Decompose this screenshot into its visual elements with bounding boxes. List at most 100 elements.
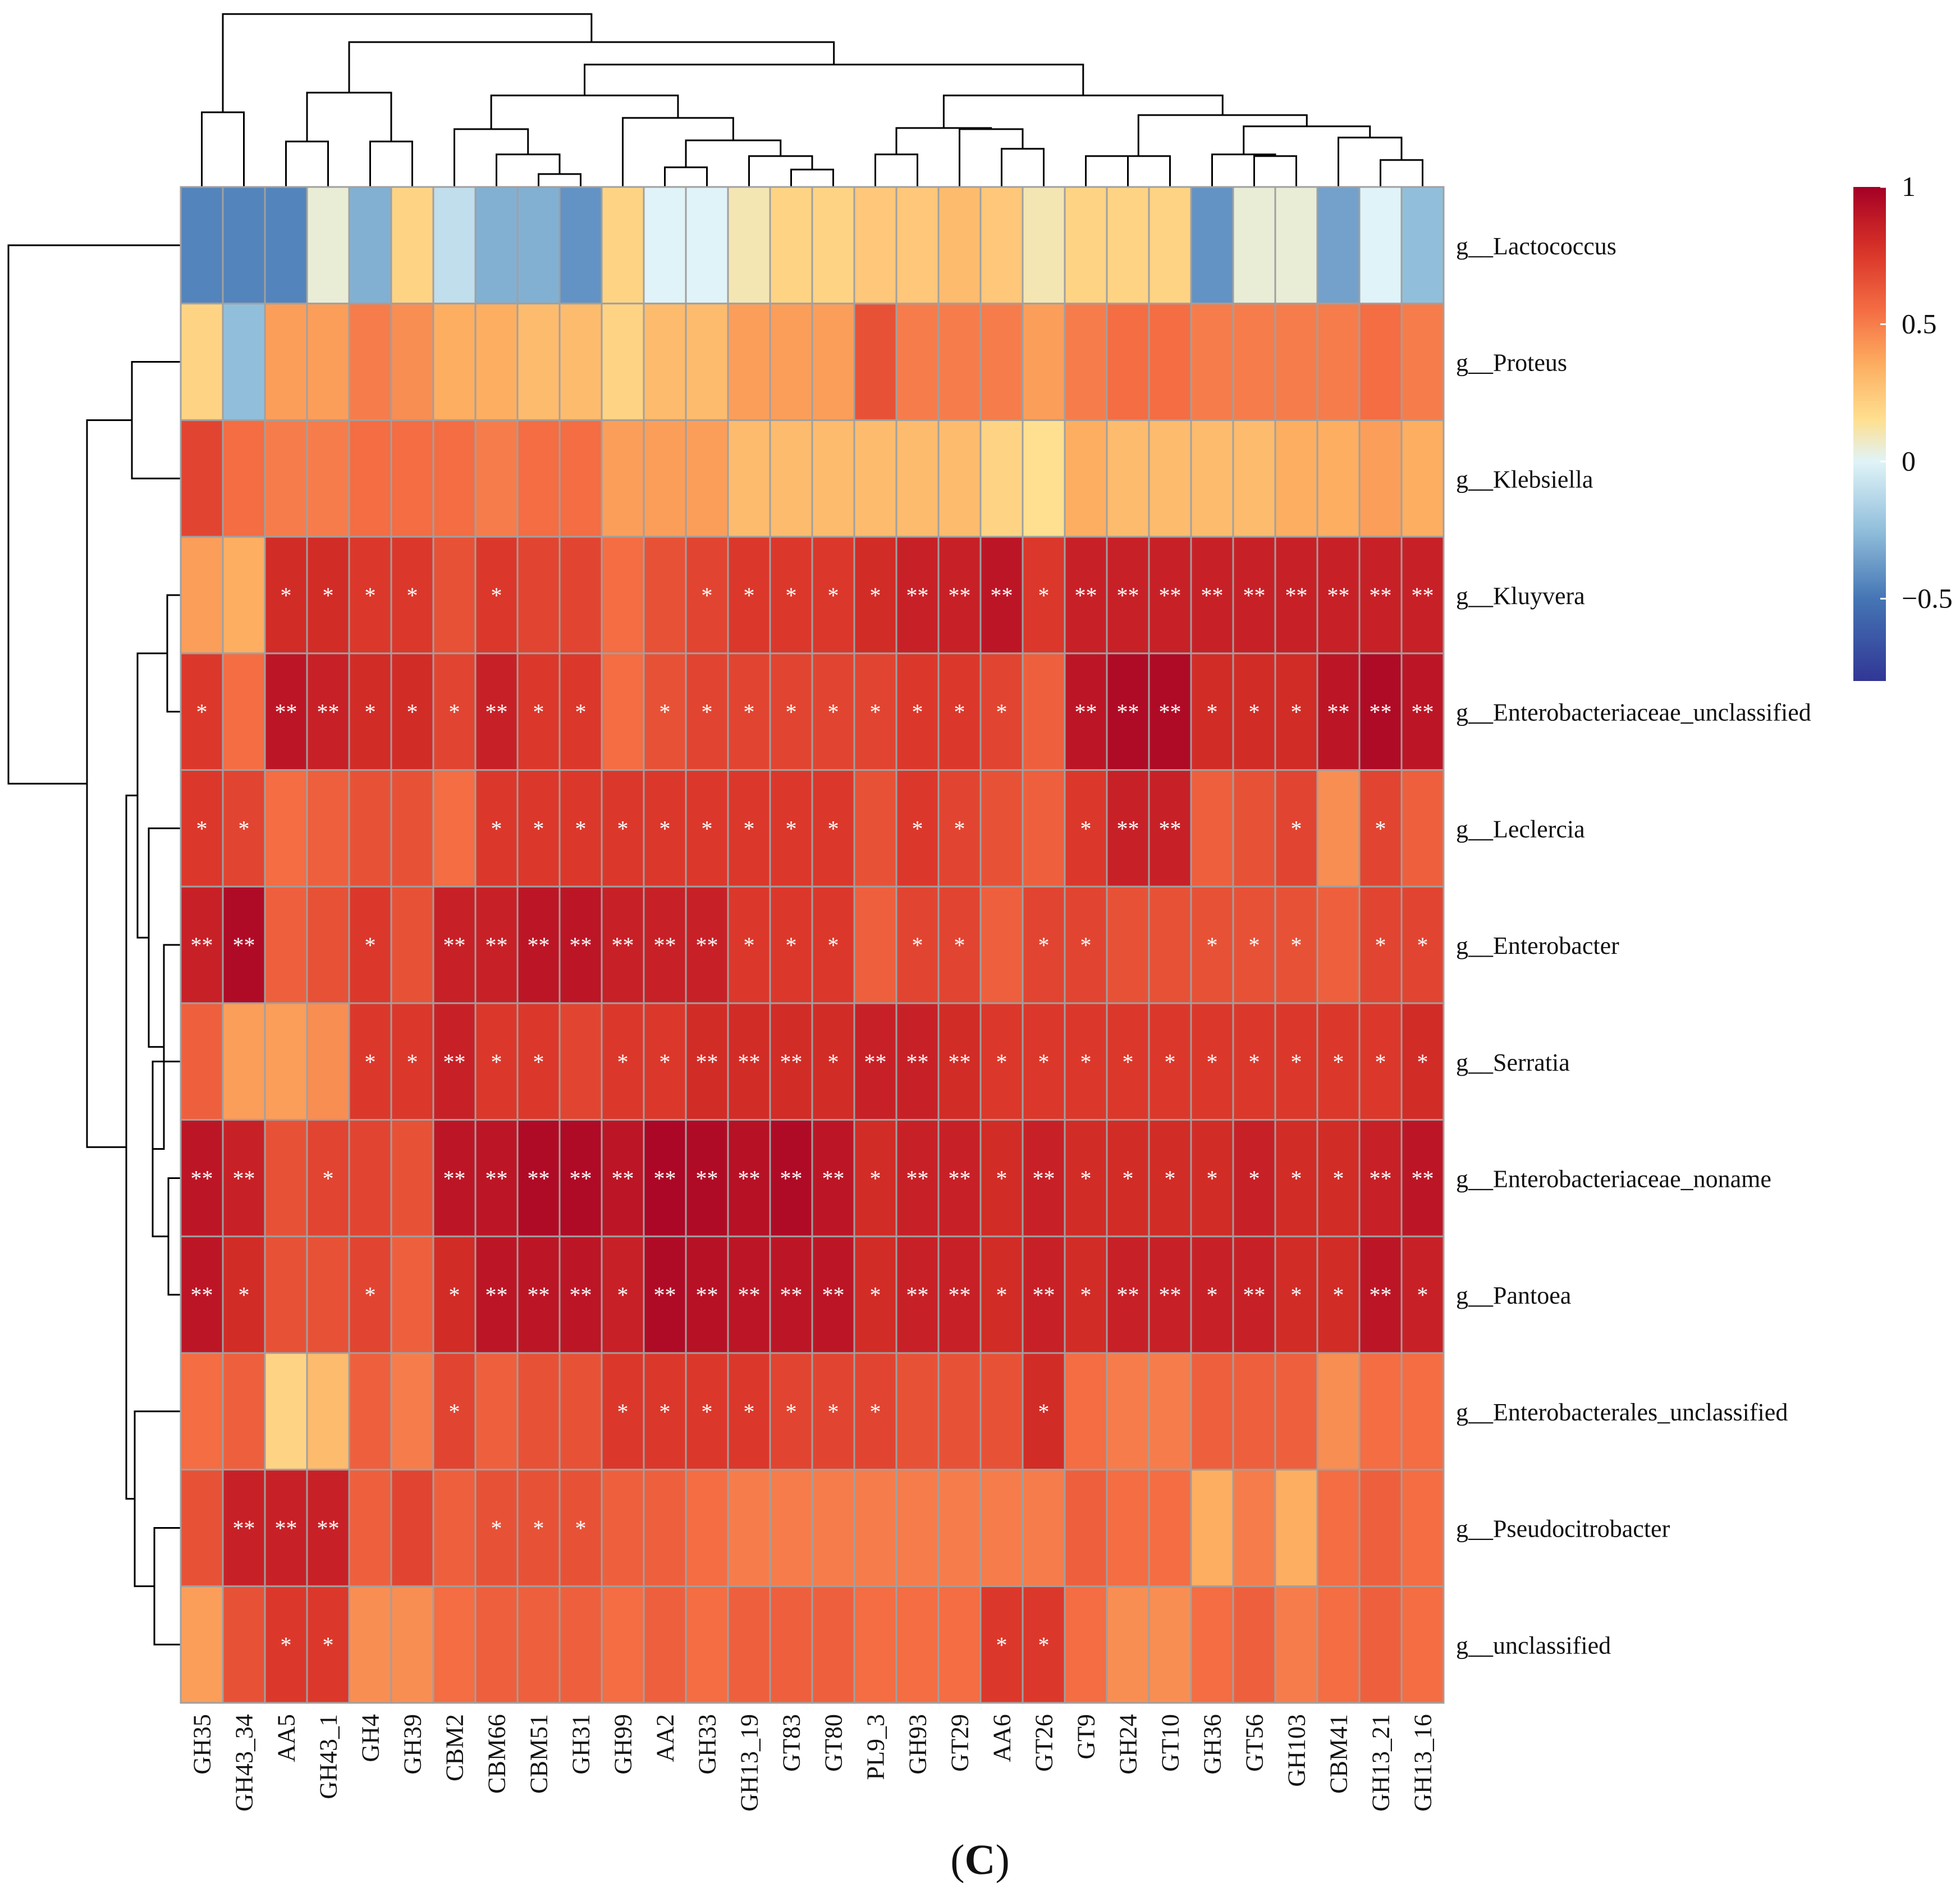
- heatmap-cell-3-2: [264, 536, 308, 655]
- heatmap-cell-7-19: [979, 1002, 1024, 1121]
- significance-mark: *: [1038, 583, 1050, 608]
- heatmap-cell-6-5: [390, 885, 434, 1004]
- heatmap-cell-1-19: [979, 303, 1024, 421]
- column-dendrogram-branch: [664, 166, 708, 187]
- row-dendrogram-branch: [125, 794, 138, 1500]
- significance-mark: **: [949, 1282, 971, 1308]
- significance-mark: *: [1080, 816, 1092, 841]
- heatmap-cell-1-17: [895, 303, 940, 421]
- significance-mark: **: [1412, 583, 1434, 608]
- heatmap-cell-7-27: [1316, 1002, 1361, 1121]
- row-label: g__Klebsiella: [1456, 465, 1593, 493]
- significance-mark: **: [317, 1516, 340, 1541]
- heatmap-cell-7-2: [264, 1002, 308, 1121]
- significance-mark: *: [744, 933, 755, 958]
- heatmap-cell-12-29: [1400, 1585, 1445, 1704]
- heatmap-cell-7-7: [474, 1002, 519, 1121]
- significance-mark: *: [996, 1049, 1008, 1075]
- heatmap-cell-1-15: [811, 303, 855, 421]
- significance-mark: *: [828, 816, 839, 841]
- significance-mark: *: [1123, 1049, 1134, 1075]
- heatmap-cell-4-1: [222, 652, 266, 771]
- heatmap-cell-12-3: [306, 1585, 350, 1704]
- heatmap-cell-10-7: [474, 1352, 519, 1471]
- heatmap-cell-8-16: [853, 1119, 897, 1237]
- significance-mark: **: [780, 1049, 803, 1075]
- heatmap-cell-0-0: [180, 186, 224, 305]
- significance-mark: *: [533, 816, 544, 841]
- heatmap-cell-9-17: [895, 1235, 940, 1354]
- heatmap-cell-9-1: [222, 1235, 266, 1354]
- significance-mark: **: [738, 1166, 761, 1191]
- heatmap-cell-7-23: [1148, 1002, 1192, 1121]
- heatmap-cell-11-21: [1064, 1469, 1108, 1587]
- heatmap-cell-0-11: [643, 186, 687, 305]
- row-dendrogram-branch: [134, 1410, 181, 1587]
- heatmap-cell-4-0: [180, 652, 224, 771]
- heatmap-cell-4-2: [264, 652, 308, 771]
- heatmap-cell-11-14: [769, 1469, 813, 1587]
- heatmap-cell-6-26: [1274, 885, 1318, 1004]
- heatmap-cell-0-21: [1064, 186, 1108, 305]
- heatmap-cell-1-3: [306, 303, 350, 421]
- significance-mark: **: [1159, 1282, 1182, 1308]
- heatmap-cell-8-25: [1232, 1119, 1276, 1237]
- heatmap-cell-11-13: [727, 1469, 771, 1587]
- column-dendrogram-branch: [584, 63, 1084, 95]
- heatmap-cell-1-8: [516, 303, 561, 421]
- significance-mark: *: [786, 583, 797, 608]
- heatmap-cell-6-15: [811, 885, 855, 1004]
- significance-mark: *: [870, 583, 881, 608]
- significance-mark: *: [491, 816, 502, 841]
- significance-mark: *: [323, 583, 334, 608]
- heatmap-cell-12-15: [811, 1585, 855, 1704]
- column-label: GH39: [399, 1714, 427, 1775]
- row-labels: g__Lactococcus g__Proteus g__Klebsiella g__…: [1456, 232, 1811, 1659]
- heatmap-cell-1-22: [1106, 303, 1150, 421]
- heatmap-cell-7-15: [811, 1002, 855, 1121]
- heatmap-cell-2-3: [306, 419, 350, 538]
- column-dendrogram-branch: [1085, 155, 1129, 187]
- heatmap-cell-10-27: [1316, 1352, 1361, 1471]
- significance-mark: *: [617, 816, 629, 841]
- significance-mark: *: [1207, 933, 1218, 958]
- significance-mark: *: [1375, 933, 1386, 958]
- heatmap-cell-1-6: [432, 303, 477, 421]
- heatmap-cell-2-15: [811, 419, 855, 538]
- significance-mark: **: [1370, 1282, 1392, 1308]
- heatmap-cell-6-4: [348, 885, 392, 1004]
- column-dendrogram-branch: [454, 128, 529, 187]
- heatmap-cell-12-9: [558, 1585, 603, 1704]
- heatmap-cell-5-29: [1400, 769, 1445, 888]
- heatmap-cell-4-21: [1064, 652, 1108, 771]
- column-label: GH13_19: [736, 1714, 763, 1812]
- column-dendrogram-branch: [490, 94, 679, 129]
- column-dendrogram-branch: [1380, 159, 1423, 187]
- heatmap-cell-2-1: [222, 419, 266, 538]
- column-label: GT9: [1073, 1714, 1100, 1760]
- heatmap-cell-7-24: [1190, 1002, 1234, 1121]
- heatmap-cell-12-7: [474, 1585, 519, 1704]
- heatmap-cells: [180, 186, 1445, 1704]
- significance-mark: *: [1038, 1399, 1050, 1424]
- significance-mark: **: [528, 1282, 550, 1308]
- heatmap-cell-11-23: [1148, 1469, 1192, 1587]
- heatmap-cell-12-1: [222, 1585, 266, 1704]
- significance-mark: *: [1417, 1282, 1428, 1308]
- heatmap-cell-2-23: [1148, 419, 1192, 538]
- heatmap-cell-4-29: [1400, 652, 1445, 771]
- heatmap-cell-10-2: [264, 1352, 308, 1471]
- significance-mark: *: [786, 1399, 797, 1424]
- heatmap-cell-12-4: [348, 1585, 392, 1704]
- heatmap-cell-2-9: [558, 419, 603, 538]
- heatmap-cell-5-2: [264, 769, 308, 888]
- heatmap-cell-6-27: [1316, 885, 1361, 1004]
- heatmap-cell-11-15: [811, 1469, 855, 1587]
- heatmap-cell-8-23: [1148, 1119, 1192, 1237]
- heatmap-cell-2-11: [643, 419, 687, 538]
- heatmap-cell-1-26: [1274, 303, 1318, 421]
- heatmap-cell-7-5: [390, 1002, 434, 1121]
- heatmap-cell-10-8: [516, 1352, 561, 1471]
- significance-mark: *: [533, 1049, 544, 1075]
- significance-mark: *: [491, 1049, 502, 1075]
